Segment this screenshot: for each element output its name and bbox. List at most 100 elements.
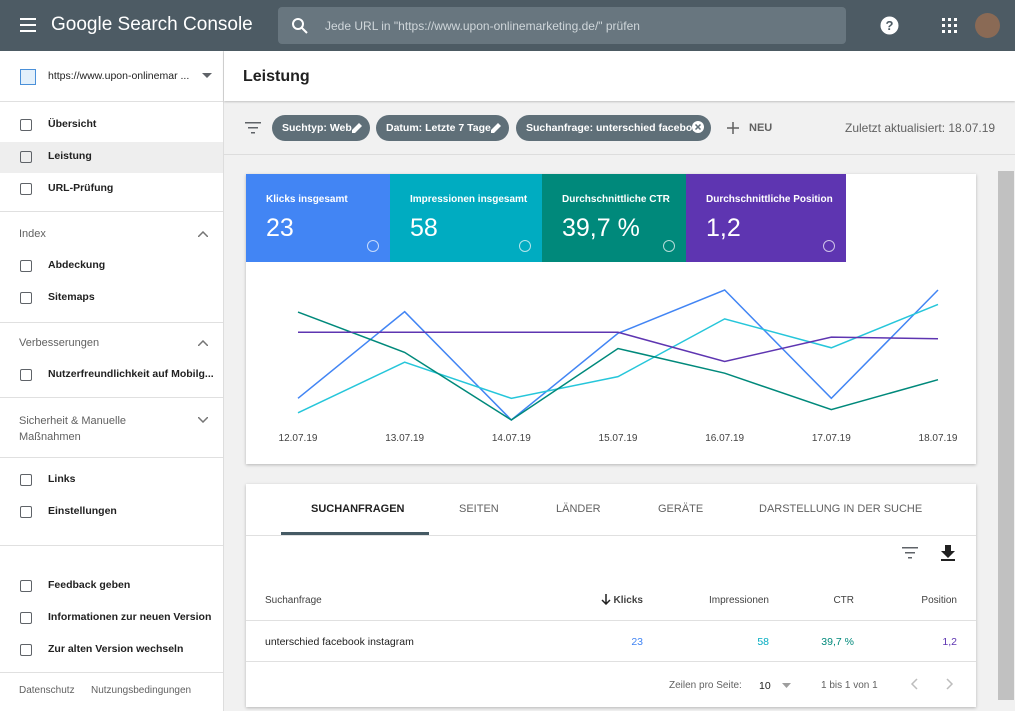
metric-value: 39,7 %: [562, 214, 640, 243]
nav-icon: [20, 580, 32, 592]
x-tick-label: 15.07.19: [599, 433, 638, 444]
help-icon[interactable]: ?: [880, 16, 899, 35]
help-icon: [367, 240, 379, 252]
section-title[interactable]: Index: [19, 228, 46, 240]
filter-chip[interactable]: Datum: Letzte 7 Tage: [376, 115, 509, 141]
chip-text: Suchanfrage: unterschied facebo...: [526, 122, 701, 134]
footer-link[interactable]: Datenschutz: [19, 685, 75, 696]
nav-item[interactable]: Zur alten Version wechseln: [48, 643, 183, 655]
avatar[interactable]: [975, 13, 1000, 38]
nav-icon: [20, 612, 32, 624]
header: Google Search Console Jede URL in "https…: [0, 0, 1015, 51]
table-cell: 58: [757, 636, 769, 648]
metric-label: Durchschnittliche CTR: [562, 194, 670, 205]
nav-item[interactable]: Nutzerfreundlichkeit auf Mobilg...: [48, 368, 214, 380]
table-cell[interactable]: unterschied facebook instagram: [265, 636, 414, 648]
scrollbar[interactable]: [997, 155, 1015, 711]
page-title: Leistung: [243, 68, 310, 86]
rows-label: Zeilen pro Seite:: [669, 680, 742, 691]
nav-item[interactable]: Feedback geben: [48, 579, 130, 591]
page-range: 1 bis 1 von 1: [821, 680, 878, 691]
next-page[interactable]: [946, 678, 954, 690]
property[interactable]: https://www.upon-onlinemar ...: [48, 70, 189, 82]
x-tick-label: 13.07.19: [385, 433, 424, 444]
nav-item[interactable]: URL-Prüfung: [48, 182, 113, 194]
nav-icon: [20, 119, 32, 131]
metric-value: 23: [266, 214, 294, 243]
prev-page[interactable]: [910, 678, 918, 690]
chart: 12.07.19 13.07.19 14.07.19 15.07.19 16.07.19…: [246, 262, 976, 462]
nav-item[interactable]: Einstellungen: [48, 505, 117, 517]
nav-icon: [20, 260, 32, 272]
metric-value: 58: [410, 214, 438, 243]
rows-select[interactable]: 10: [759, 680, 771, 692]
nav-icon: [20, 183, 32, 195]
chip-text: Suchtyp: Web: [282, 122, 352, 134]
metric-tile[interactable]: Klicks insgesamt 23: [246, 174, 390, 262]
tab[interactable]: LÄNDER: [556, 503, 601, 515]
metric-label: Klicks insgesamt: [266, 194, 348, 205]
nav-icon: [20, 292, 32, 304]
footer-link[interactable]: Nutzungsbedingungen: [91, 685, 191, 696]
nav-item[interactable]: Abdeckung: [48, 259, 105, 271]
column-header[interactable]: Klicks: [614, 595, 643, 606]
section-title[interactable]: Sicherheit & Manuelle Maßnahmen: [19, 413, 139, 445]
nav-icon: [20, 151, 32, 163]
section-title[interactable]: Verbesserungen: [19, 337, 99, 349]
filter-icon[interactable]: [245, 121, 261, 135]
help-icon: [823, 240, 835, 252]
column-header[interactable]: Impressionen: [709, 595, 769, 606]
new-filter-button[interactable]: NEU: [749, 122, 772, 134]
metric-label: Impressionen insgesamt: [410, 194, 527, 205]
nav-item[interactable]: Leistung: [48, 150, 92, 162]
help-icon: [663, 240, 675, 252]
tab[interactable]: GERÄTE: [658, 503, 703, 515]
nav-item[interactable]: Sitemaps: [48, 291, 95, 303]
search-box[interactable]: Jede URL in "https://www.upon-onlinemark…: [278, 7, 846, 44]
apps-icon[interactable]: [942, 18, 958, 34]
last-updated: Zuletzt aktualisiert: 18.07.19: [845, 121, 995, 135]
svg-text:?: ?: [886, 18, 894, 33]
metric-tile[interactable]: Durchschnittliche CTR 39,7 %: [542, 174, 686, 262]
tab[interactable]: DARSTELLUNG IN DER SUCHE: [759, 503, 922, 515]
x-tick-label: 16.07.19: [705, 433, 744, 444]
sidebar: https://www.upon-onlinemar ... Index Ver…: [0, 51, 224, 711]
table-cell: 39,7 %: [821, 636, 854, 648]
metric-tile[interactable]: Impressionen insgesamt 58: [390, 174, 542, 262]
table-cell: 1,2: [942, 636, 957, 648]
nav-item[interactable]: Übersicht: [48, 118, 96, 130]
filter-chip[interactable]: Suchanfrage: unterschied facebo...: [516, 115, 711, 141]
nav-icon: [20, 474, 32, 486]
menu-icon[interactable]: [20, 17, 38, 33]
column-header[interactable]: Position: [921, 595, 957, 606]
x-tick-label: 18.07.19: [919, 433, 958, 444]
table-filter-icon[interactable]: [902, 547, 918, 559]
series-line: [298, 290, 938, 420]
metric-value: 1,2: [706, 214, 741, 243]
search-placeholder: Jede URL in "https://www.upon-onlinemark…: [325, 19, 640, 33]
property-icon: [20, 69, 36, 85]
download-icon[interactable]: [941, 545, 955, 561]
column-header[interactable]: Suchanfrage: [265, 595, 322, 606]
chip-text: Datum: Letzte 7 Tage: [386, 122, 491, 134]
tab[interactable]: SUCHANFRAGEN: [311, 503, 405, 515]
series-line: [298, 332, 938, 361]
nav-item[interactable]: Links: [48, 473, 75, 485]
x-tick-label: 12.07.19: [279, 433, 318, 444]
nav-item[interactable]: Informationen zur neuen Version: [48, 611, 211, 623]
nav-icon: [20, 506, 32, 518]
series-line: [298, 312, 938, 420]
x-tick-label: 14.07.19: [492, 433, 531, 444]
table-card: [246, 484, 976, 707]
table-cell: 23: [631, 636, 643, 648]
nav-icon: [20, 644, 32, 656]
x-tick-label: 17.07.19: [812, 433, 851, 444]
column-header[interactable]: CTR: [833, 595, 854, 606]
metric-label: Durchschnittliche Position: [706, 194, 833, 205]
metric-tile[interactable]: Durchschnittliche Position 1,2: [686, 174, 846, 262]
nav-icon: [20, 369, 32, 381]
help-icon: [519, 240, 531, 252]
tab[interactable]: SEITEN: [459, 503, 499, 515]
nav-selected: [0, 142, 223, 173]
